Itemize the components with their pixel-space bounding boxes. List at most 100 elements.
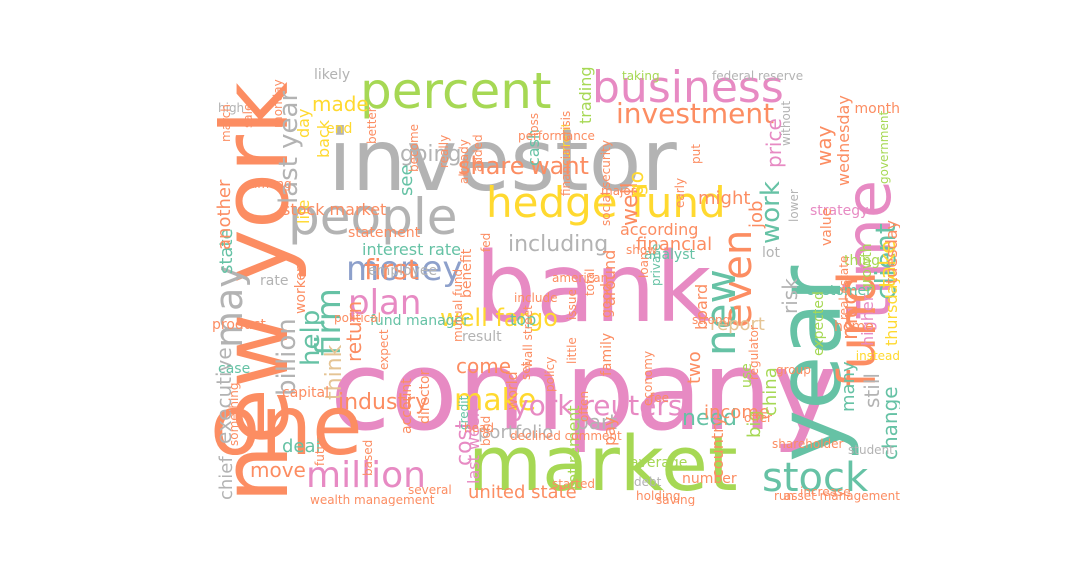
word-government: government	[877, 110, 891, 184]
word-little: little	[565, 337, 579, 364]
word-expect: expect	[377, 329, 391, 370]
word-cloud: new york investor company bank year one market…	[210, 66, 900, 506]
word-stock-market: stock market	[282, 200, 387, 219]
word-money: money	[346, 249, 463, 289]
word-group: group	[776, 363, 811, 377]
word-fund-manager: fund manager	[370, 313, 469, 329]
word-value: value	[819, 207, 835, 246]
word-march: march	[219, 104, 233, 142]
word-country: country	[708, 416, 727, 478]
word-job: job	[746, 200, 767, 228]
word-average: average	[630, 455, 688, 471]
word-going: going	[400, 142, 462, 167]
word-policy: policy	[543, 356, 557, 392]
word-among: among	[250, 177, 292, 191]
word-another: another	[214, 179, 235, 250]
word-director: director	[417, 369, 433, 424]
word-people: people	[288, 188, 458, 246]
word-bank: bank	[475, 232, 712, 344]
word-financial: financial	[636, 234, 713, 255]
word-major: major	[601, 184, 636, 198]
word-fee: fee	[650, 391, 669, 405]
word-account: account	[399, 378, 415, 434]
word-business: business	[592, 66, 784, 113]
word-instead: instead	[855, 349, 900, 363]
word-thing: thing	[844, 253, 881, 269]
word-family: family	[599, 332, 615, 376]
word-strategy: strategy	[810, 203, 869, 219]
word-head: head	[464, 421, 494, 435]
word-wednesday: wednesday	[834, 95, 853, 186]
word-asset-management: asset management	[783, 489, 900, 503]
word-case: case	[218, 361, 251, 377]
word-stock: stock	[762, 455, 869, 501]
word-many: many	[838, 361, 859, 412]
word-already: already	[457, 139, 471, 184]
word-want: want	[530, 152, 589, 180]
word-financial-crisis: financial crisis	[559, 110, 573, 196]
word-wall-street: wall street	[521, 305, 535, 368]
word-loan: loan	[637, 252, 651, 278]
word-better: better	[365, 107, 379, 144]
word-including: including	[508, 232, 609, 257]
word-federal-reserve: federal reserve	[712, 69, 804, 83]
word-investor: investor	[328, 111, 677, 211]
word-york-reuters: york reuters	[512, 389, 683, 422]
word-help: help	[296, 309, 326, 366]
word-high: high	[218, 101, 245, 115]
word-analyst: analyst	[644, 247, 695, 263]
word-chief: chief	[216, 456, 237, 500]
word-student: student	[848, 443, 894, 457]
word-million: million	[306, 455, 426, 496]
word-home: home	[834, 319, 874, 335]
word-become: become	[407, 123, 421, 172]
word-based: based	[361, 439, 375, 476]
word-product: product	[212, 317, 266, 333]
word-two: two	[684, 351, 705, 384]
word-worker: worker	[293, 266, 309, 314]
word-fed: fed	[479, 232, 493, 252]
word-made: made	[312, 92, 369, 116]
word-likely: likely	[314, 67, 351, 83]
word-result: result	[462, 329, 502, 345]
word-part: part	[576, 410, 618, 434]
word-interest-rate: interest rate	[362, 240, 461, 259]
word-future: future	[313, 429, 327, 466]
word-good: good	[599, 283, 615, 318]
word-company: company	[330, 327, 837, 455]
word-investment: investment	[616, 97, 775, 130]
word-market: market	[468, 419, 738, 506]
word-report: report	[710, 314, 765, 335]
word-world: world	[505, 371, 521, 410]
word-total: total	[583, 268, 597, 296]
word-include: include	[514, 291, 558, 305]
word-move: move	[250, 458, 306, 482]
word-real-estate: real estate	[837, 255, 851, 320]
word-plan: plan	[348, 283, 422, 323]
word-early: early	[673, 177, 687, 208]
word-hedge-fund: hedge fund	[486, 178, 726, 227]
word-industry: industry	[338, 390, 429, 415]
word-really: really	[437, 134, 451, 168]
word-political: political	[334, 311, 381, 325]
word-saving: saving	[656, 493, 696, 506]
word-end: end	[326, 121, 353, 137]
word-month: month	[854, 101, 900, 117]
word-might: might	[698, 188, 751, 209]
word-make: make	[454, 383, 537, 418]
word-run: run	[774, 489, 795, 503]
word-come: come	[456, 354, 512, 378]
word-economy: economy	[641, 350, 655, 406]
word-something: something	[227, 382, 241, 446]
word-added: added	[471, 134, 485, 172]
word-employee: employee	[368, 263, 438, 279]
word-put: put	[689, 144, 703, 164]
word-tuesday: tuesday	[882, 219, 900, 284]
word-day: day	[294, 108, 313, 138]
word-thursday: thursday	[882, 275, 900, 346]
word-offer: offer	[744, 411, 772, 425]
word-increase: increase	[800, 485, 851, 499]
word-taking: taking	[622, 69, 660, 83]
word-lot: lot	[762, 245, 780, 261]
word-wealth-management: wealth management	[310, 493, 435, 506]
